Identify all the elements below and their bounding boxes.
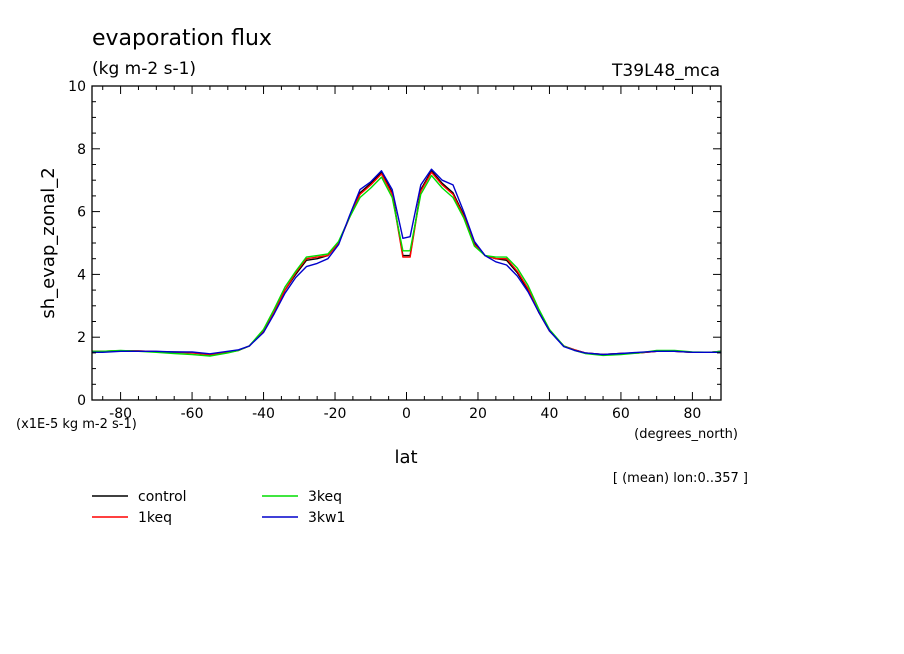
mean-note: [ (mean) lon:0..357 ] <box>613 471 748 486</box>
x-tick-label: 20 <box>469 406 487 422</box>
y-tick-label: 10 <box>68 79 86 95</box>
x-tick-label: -40 <box>252 406 275 422</box>
y-axis: 0 2 4 6 8 10 <box>68 79 721 409</box>
x-tick-label: -60 <box>181 406 204 422</box>
y-tick-label: 2 <box>77 330 86 346</box>
legend-label-1keq: 1keq <box>138 510 172 526</box>
y-tick-label: 4 <box>77 267 86 283</box>
series-line-control <box>92 170 722 356</box>
y-tick-label: 6 <box>77 205 86 221</box>
y-scale-label: (x1E-5 kg m-2 s-1) <box>16 417 137 432</box>
series-line-3kw1 <box>92 168 721 356</box>
x-tick-label: 40 <box>541 406 559 422</box>
chart-title: evaporation flux <box>92 26 272 51</box>
series-line-1keq <box>92 171 722 356</box>
x-tick-label: 60 <box>612 406 630 422</box>
legend-label-control: control <box>138 489 187 505</box>
plot-lines <box>92 168 722 357</box>
x-axis: -80 -60 -40 -20 0 20 40 60 80 <box>102 86 711 422</box>
experiment-label: T39L48_mca <box>611 61 720 81</box>
x-axis-label: lat <box>394 447 417 468</box>
legend-label-3keq: 3keq <box>308 489 342 505</box>
y-axis-label: sh_evap_zonal_2 <box>38 167 59 318</box>
series-line-3keq <box>92 174 722 357</box>
chart-units: (kg m-2 s-1) <box>92 59 196 79</box>
legend: control 1keq 3keq 3kw1 <box>92 489 345 526</box>
x-units-label: (degrees_north) <box>634 427 738 442</box>
x-tick-label: 0 <box>402 406 411 422</box>
x-tick-label: 80 <box>683 406 701 422</box>
x-tick-label: -80 <box>109 406 132 422</box>
y-tick-label: 8 <box>77 142 86 158</box>
y-tick-label: 0 <box>77 393 86 409</box>
x-tick-label: -20 <box>324 406 347 422</box>
legend-label-3kw1: 3kw1 <box>308 510 345 526</box>
